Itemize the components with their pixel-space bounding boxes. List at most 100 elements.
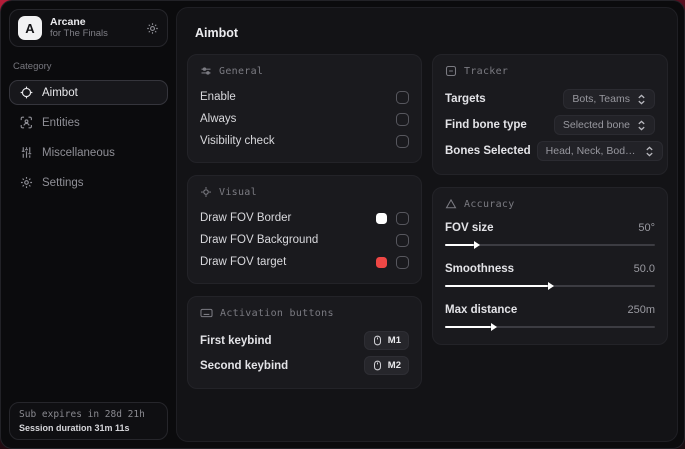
entities-scan-icon — [20, 116, 33, 129]
targets-dropdown[interactable]: Bots, Teams — [563, 89, 655, 109]
slider-group-smoothness: Smoothness 50.0 — [445, 260, 655, 291]
subscription-card: Sub expires in 28d 21h Session duration … — [9, 402, 168, 440]
sidebar-nav: Aimbot Entities — [9, 80, 168, 195]
box-select-icon — [445, 65, 457, 77]
slider-value: 50.0 — [633, 263, 655, 275]
keybind-value: M1 — [387, 335, 401, 346]
visual-card: Visual Draw FOV Border Draw FOV Backgrou… — [187, 175, 422, 284]
section-title: General — [219, 65, 264, 77]
accuracy-card: Accuracy FOV size 50° — [432, 187, 668, 345]
gear-icon — [20, 176, 33, 189]
category-label: Category — [13, 61, 52, 72]
sidebar-item-settings[interactable]: Settings — [9, 170, 168, 195]
setting-row-draw-fov-target: Draw FOV target — [200, 251, 409, 273]
brand-card: A Arcane for The Finals — [9, 9, 168, 47]
sliders-icon — [20, 146, 33, 159]
setting-label: Draw FOV Background — [200, 234, 319, 246]
setting-row-find-bone-type: Find bone type Selected bone — [445, 112, 655, 138]
smoothness-slider[interactable] — [445, 281, 655, 291]
settings-lines-icon — [200, 65, 212, 77]
activation-card: Activation buttons First keybind M1 — [187, 296, 422, 389]
app-name: Arcane — [50, 16, 86, 28]
setting-row-second-keybind: Second keybind M2 — [200, 353, 409, 378]
sidebar-spacer — [9, 195, 168, 402]
setting-label: Draw FOV target — [200, 256, 287, 268]
mouse-icon — [372, 360, 383, 371]
second-keybind-button[interactable]: M2 — [363, 356, 409, 375]
setting-row-always: Always — [200, 108, 409, 130]
tracker-header: Tracker — [445, 65, 655, 77]
brand-text: Arcane for The Finals — [50, 16, 138, 39]
slider-value: 50° — [638, 222, 655, 234]
content-columns: General Enable Always Visibility check — [187, 54, 668, 389]
right-column: Tracker Targets Bots, Teams — [432, 54, 668, 345]
setting-label: Enable — [200, 91, 236, 103]
setting-row-enable: Enable — [200, 86, 409, 108]
general-card: General Enable Always Visibility check — [187, 54, 422, 163]
find-bone-type-dropdown[interactable]: Selected bone — [553, 115, 655, 135]
enable-checkbox[interactable] — [396, 90, 409, 104]
setting-label: Always — [200, 113, 237, 125]
section-title: Activation buttons — [220, 307, 334, 319]
draw-fov-target-checkbox[interactable] — [396, 255, 409, 269]
setting-label: Smoothness — [445, 263, 515, 275]
setting-label: Visibility check — [200, 135, 275, 147]
slider-fill — [445, 282, 554, 290]
gear-icon[interactable] — [146, 22, 159, 35]
session-duration: Session duration 31m 11s — [19, 423, 130, 433]
chevrons-up-down-icon — [637, 119, 646, 131]
chevrons-up-down-icon — [637, 93, 646, 105]
color-swatch[interactable] — [376, 256, 387, 268]
draw-fov-border-checkbox[interactable] — [396, 211, 409, 225]
color-swatch[interactable] — [376, 212, 387, 224]
sidebar-item-miscellaneous[interactable]: Miscellaneous — [9, 140, 168, 165]
setting-label: Draw FOV Border — [200, 212, 292, 224]
always-checkbox[interactable] — [396, 112, 409, 126]
bones-selected-dropdown[interactable]: Head, Neck, Body, Pe.. — [536, 141, 663, 161]
dropdown-value: Bots, Teams — [572, 93, 630, 105]
dropdown-value: Head, Neck, Body, Pe.. — [545, 145, 638, 157]
fov-size-slider[interactable] — [445, 240, 655, 250]
crosshair-icon — [20, 86, 33, 99]
slider-fill — [445, 323, 498, 331]
keybind-value: M2 — [387, 360, 401, 371]
chevrons-up-down-icon — [645, 145, 654, 157]
setting-row-draw-fov-background: Draw FOV Background — [200, 229, 409, 251]
keyboard-icon — [200, 307, 213, 319]
sidebar-item-label: Settings — [42, 176, 84, 189]
slider-fill — [445, 241, 481, 249]
app-subtitle: for The Finals — [50, 27, 108, 39]
setting-label: Targets — [445, 93, 486, 105]
visibility-check-checkbox[interactable] — [396, 134, 409, 148]
slider-track — [445, 244, 655, 246]
setting-label: FOV size — [445, 222, 494, 234]
setting-label: Second keybind — [200, 359, 289, 372]
first-keybind-button[interactable]: M1 — [363, 331, 409, 350]
accuracy-header: Accuracy — [445, 198, 655, 210]
tracker-card: Tracker Targets Bots, Teams — [432, 54, 668, 175]
page-title: Aimbot — [195, 26, 239, 40]
left-column: General Enable Always Visibility check — [187, 54, 422, 389]
setting-row-first-keybind: First keybind M1 — [200, 328, 409, 353]
slider-track — [445, 326, 655, 328]
sidebar-item-entities[interactable]: Entities — [9, 110, 168, 135]
visual-header: Visual — [200, 186, 409, 198]
dropdown-value: Selected bone — [562, 119, 630, 131]
section-title: Visual — [219, 186, 257, 198]
slider-header: Max distance 250m — [445, 301, 655, 319]
max-distance-slider[interactable] — [445, 322, 655, 332]
subscription-expiry: Sub expires in 28d 21h — [19, 409, 145, 420]
draw-fov-background-checkbox[interactable] — [396, 233, 409, 247]
focus-icon — [200, 186, 212, 198]
sidebar-item-label: Entities — [42, 116, 80, 129]
setting-row-draw-fov-border: Draw FOV Border — [200, 207, 409, 229]
activation-header: Activation buttons — [200, 307, 409, 319]
sidebar-item-aimbot[interactable]: Aimbot — [9, 80, 168, 105]
main-panel: Aimbot General — [176, 7, 678, 442]
section-title: Tracker — [464, 65, 509, 77]
slider-value: 250m — [627, 304, 655, 316]
slider-header: Smoothness 50.0 — [445, 260, 655, 278]
section-title: Accuracy — [464, 198, 515, 210]
